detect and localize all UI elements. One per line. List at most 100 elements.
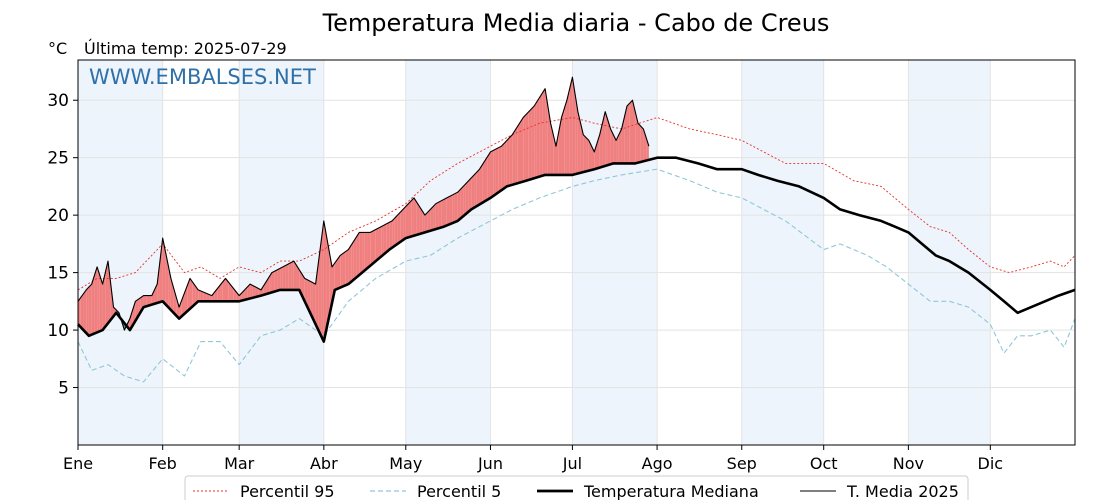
fill-above-median (468, 177, 472, 212)
fill-above-median (484, 156, 488, 202)
fill-above-median (441, 199, 445, 228)
fill-above-median (184, 285, 188, 314)
fill-above-median (143, 295, 147, 308)
fill-above-median (146, 295, 150, 307)
fill-above-median (621, 117, 625, 164)
fill-above-median (132, 301, 136, 326)
fill-above-median (591, 146, 595, 170)
fill-above-median (198, 289, 201, 302)
fill-above-median (531, 105, 535, 180)
fill-above-median (550, 123, 554, 175)
fill-above-median (561, 108, 565, 175)
fill-above-median (493, 149, 496, 196)
fill-above-median (454, 192, 458, 223)
fill-above-median (542, 88, 546, 176)
fill-above-median (575, 94, 578, 175)
fill-above-median (517, 121, 521, 184)
fill-above-median (381, 225, 384, 257)
fill-above-median (444, 197, 447, 227)
fill-above-median (318, 241, 322, 336)
y-tick-label-10: 10 (47, 321, 69, 341)
fill-above-median (566, 88, 570, 175)
fill-above-median (211, 292, 215, 302)
fill-above-median (375, 228, 379, 262)
fill-above-median (386, 222, 390, 252)
fill-above-median (556, 131, 559, 175)
fill-above-median (329, 251, 333, 316)
fill-above-median (588, 140, 592, 171)
fill-above-median (102, 272, 106, 331)
fill-above-median (515, 126, 518, 184)
series-line-p5 (77, 168, 1076, 383)
x-tick-label-jun: Jun (477, 454, 503, 473)
fill-above-median (149, 295, 152, 306)
fill-above-median (220, 281, 223, 302)
x-tick-label-ene: Ene (63, 454, 93, 473)
fill-above-median (239, 292, 242, 302)
x-axis: Ene Feb Mar Abr May Jun Jul Ago Sep Oct Nov Dic (63, 445, 1003, 473)
fill-above-median (452, 193, 455, 224)
fill-above-median (583, 134, 587, 173)
fill-above-median (342, 251, 346, 287)
fill-above-median (91, 275, 95, 335)
series-line-p95 (77, 117, 1076, 291)
fill-above-median (337, 255, 341, 289)
fill-above-median (498, 146, 502, 193)
fill-above-median (269, 272, 272, 294)
anomaly-fills (78, 77, 649, 342)
chart-title: Temperatura Media diaria - Cabo de Creus (322, 9, 830, 37)
fill-above-median (637, 123, 641, 163)
month-shade-jul (572, 60, 658, 445)
fill-above-median (255, 286, 259, 298)
fill-above-median (179, 299, 182, 319)
fill-above-median (99, 275, 103, 332)
fill-above-median (616, 134, 619, 164)
fill-above-median (506, 137, 510, 187)
fill-above-median (159, 238, 163, 303)
fill-above-median (157, 261, 160, 303)
fill-above-median (86, 286, 89, 336)
fill-above-median (162, 238, 166, 305)
chart-subtitle: Última temp: 2025-07-29 (84, 39, 287, 58)
fill-above-median (632, 100, 636, 164)
fill-above-median (465, 180, 469, 214)
fill-above-median (277, 268, 281, 291)
fill-above-median (108, 261, 111, 324)
fill-above-median (362, 232, 365, 273)
fill-above-median (607, 120, 611, 166)
fill-above-median (274, 269, 278, 292)
fill-above-median (80, 293, 84, 331)
month-shade-may (405, 60, 491, 445)
y-tick-label-25: 25 (47, 149, 69, 169)
fill-above-median (547, 105, 551, 175)
fill-above-median (545, 88, 548, 175)
fill-above-median (222, 278, 226, 302)
y-tick-label-20: 20 (47, 206, 69, 226)
x-tick-label-ago: Ago (642, 454, 673, 473)
fill-above-median (228, 281, 231, 302)
fill-above-median (433, 203, 436, 230)
fill-above-median (225, 278, 229, 302)
x-tick-label-may: May (389, 454, 422, 473)
x-tick-label-abr: Abr (310, 454, 338, 473)
fill-above-median (97, 266, 100, 333)
fill-above-median (624, 105, 628, 164)
fill-above-median (389, 220, 393, 250)
fill-above-median (252, 285, 256, 298)
fill-above-median (307, 279, 311, 313)
fill-above-median (558, 117, 562, 175)
fill-above-median (446, 196, 450, 226)
y-tick-label-5: 5 (58, 379, 69, 399)
fill-above-median (282, 265, 286, 290)
fill-above-median (482, 160, 485, 203)
fill-above-median (370, 230, 374, 266)
fill-above-median (356, 232, 360, 278)
fill-above-median (646, 137, 649, 161)
fill-above-median (353, 236, 357, 280)
fill-above-median (430, 206, 434, 231)
fill-above-median (230, 285, 234, 302)
watermark: WWW.EMBALSES.NET (89, 65, 316, 89)
fill-above-median (403, 206, 406, 241)
fill-above-median (610, 128, 614, 165)
